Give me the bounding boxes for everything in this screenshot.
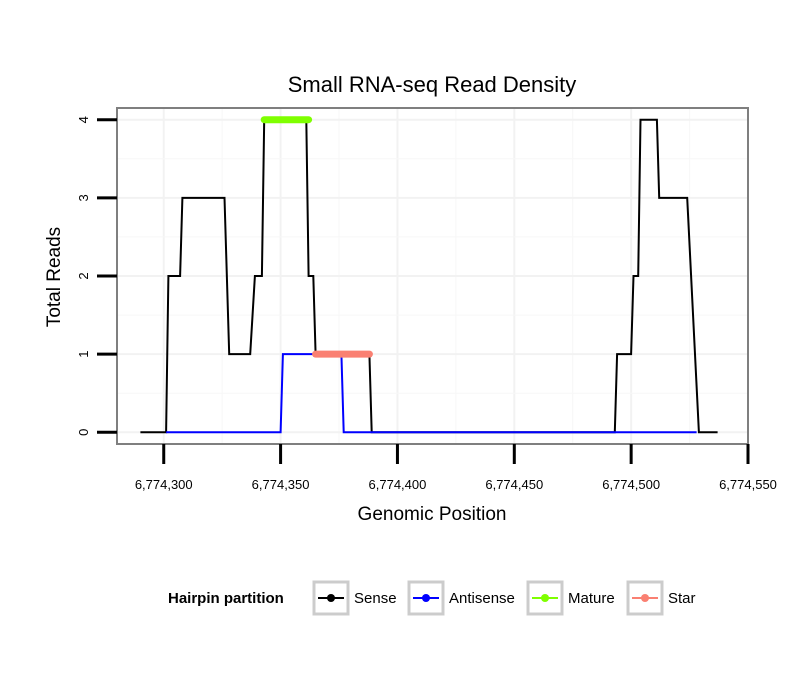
- legend-label-antisense: Antisense: [449, 590, 515, 607]
- y-axis-title: Total Reads: [44, 227, 65, 327]
- legend-title: Hairpin partition: [168, 590, 284, 607]
- y-tick-label: 0: [76, 429, 91, 436]
- y-tick-label: 1: [76, 351, 91, 358]
- y-tick-label: 3: [76, 194, 91, 201]
- y-axis: 0 1 2 3 4: [76, 116, 117, 436]
- legend-label-sense: Sense: [354, 590, 397, 607]
- x-tick-label: 6,774,400: [369, 477, 427, 492]
- legend-key-point: [541, 594, 549, 602]
- legend-key-point: [641, 594, 649, 602]
- x-axis-title: Genomic Position: [358, 504, 507, 525]
- y-tick-label: 2: [76, 272, 91, 279]
- x-tick-label: 6,774,300: [135, 477, 193, 492]
- x-tick-label: 6,774,450: [485, 477, 543, 492]
- x-tick-label: 6,774,350: [252, 477, 310, 492]
- x-tick-label: 6,774,550: [719, 477, 777, 492]
- legend-key-point: [327, 594, 335, 602]
- y-tick-label: 4: [76, 116, 91, 123]
- legend-label-star: Star: [668, 590, 696, 607]
- series-layer: [140, 116, 718, 434]
- legend: Hairpin partition Sense Antisense Mature St…: [168, 580, 696, 616]
- legend-key-point: [422, 594, 430, 602]
- x-axis: 6,774,300 6,774,350 6,774,400 6,774,450 6,77…: [135, 444, 777, 492]
- chart-title: Small RNA-seq Read Density: [288, 72, 577, 97]
- grid-layer: [117, 108, 748, 444]
- x-tick-label: 6,774,500: [602, 477, 660, 492]
- legend-label-mature: Mature: [568, 590, 615, 607]
